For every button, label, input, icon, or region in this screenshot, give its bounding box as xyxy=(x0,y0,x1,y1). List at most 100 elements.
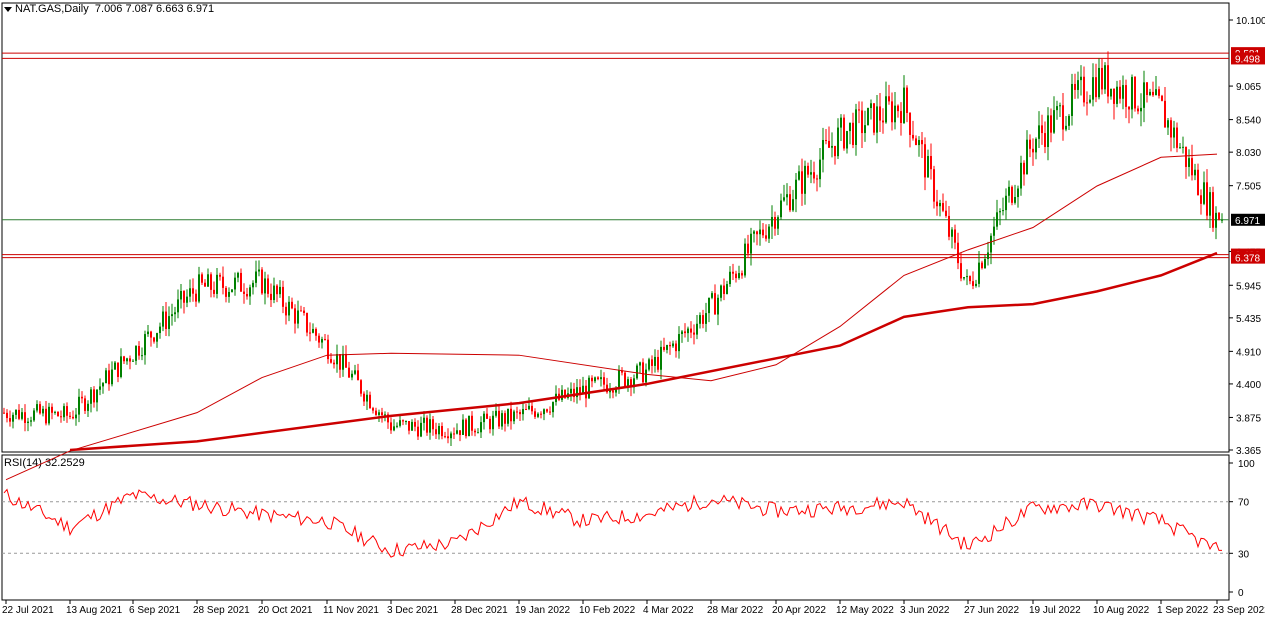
bull-candle xyxy=(1077,71,1079,99)
bear-candle xyxy=(339,353,341,378)
bull-candle xyxy=(555,385,557,406)
bear-candle xyxy=(684,323,686,338)
bear-candle xyxy=(6,409,8,423)
candle-body xyxy=(1098,67,1100,98)
candle-body xyxy=(441,426,443,437)
bear-candle xyxy=(1134,76,1136,112)
bull-candle xyxy=(159,322,161,339)
candle-body xyxy=(966,276,968,278)
bear-candle xyxy=(195,289,197,307)
bear-candle xyxy=(852,112,854,149)
bear-candle xyxy=(948,205,950,241)
candle-body xyxy=(657,356,659,370)
bull-candle xyxy=(1017,185,1019,208)
candle-body xyxy=(513,411,515,422)
candle-body xyxy=(1026,139,1028,175)
bull-candle xyxy=(885,81,887,124)
candle-body xyxy=(837,127,839,157)
candle-body xyxy=(45,408,47,424)
bull-candle xyxy=(420,416,422,438)
candle-body xyxy=(21,412,23,419)
bull-candle xyxy=(1140,93,1142,127)
bull-candle xyxy=(393,419,395,432)
bear-candle xyxy=(1197,163,1199,196)
candle-body xyxy=(927,156,929,178)
candle-body xyxy=(1059,105,1061,107)
bear-candle xyxy=(690,321,692,339)
candle-body xyxy=(330,359,332,363)
moving-average-slow-line xyxy=(69,251,1218,452)
bull-candle xyxy=(105,367,107,384)
candle-body xyxy=(948,215,950,237)
candle-body xyxy=(942,202,944,211)
bull-candle xyxy=(132,359,134,362)
candle-body xyxy=(795,179,797,200)
bear-candle xyxy=(165,301,167,337)
bull-candle xyxy=(1104,62,1106,94)
candle-body xyxy=(24,412,26,423)
candle-body xyxy=(717,297,719,315)
bear-candle xyxy=(51,403,53,420)
candle-body xyxy=(633,378,635,388)
bear-candle xyxy=(18,404,20,421)
bear-candle xyxy=(504,410,506,432)
current-price-label-box xyxy=(1231,213,1265,226)
candle-body xyxy=(939,202,941,207)
candle-body xyxy=(543,409,545,415)
time-tick-label: 20 Oct 2021 xyxy=(258,605,313,616)
bear-candle xyxy=(936,189,938,216)
bull-candle xyxy=(120,348,122,379)
bear-candle xyxy=(747,234,749,257)
bear-candle xyxy=(129,355,131,370)
candle-body xyxy=(954,229,956,243)
bear-candle xyxy=(357,363,359,381)
candle-body xyxy=(600,377,602,380)
candle-body xyxy=(621,370,623,373)
bear-candle xyxy=(291,297,293,310)
candle-body xyxy=(141,355,143,357)
bull-candle xyxy=(978,251,980,288)
bull-candle xyxy=(582,376,584,394)
candle-body xyxy=(378,412,380,415)
bear-candle xyxy=(873,103,875,136)
candle-body xyxy=(753,231,755,234)
candle-body xyxy=(426,417,428,433)
bull-candle xyxy=(354,364,356,376)
bull-candle xyxy=(720,284,722,302)
bull-candle xyxy=(36,400,38,413)
bear-candle xyxy=(525,403,527,411)
bear-candle xyxy=(669,341,671,355)
collapse-triangle-icon[interactable] xyxy=(4,6,12,12)
bull-candle xyxy=(864,110,866,142)
bear-candle xyxy=(549,406,551,416)
candle-body xyxy=(465,419,467,437)
time-tick-label: 6 Sep 2021 xyxy=(129,605,181,616)
bull-candle xyxy=(561,385,563,403)
bear-candle xyxy=(942,193,944,213)
bull-candle xyxy=(1194,163,1196,181)
bear-candle xyxy=(1101,58,1103,95)
bull-candle xyxy=(456,423,458,435)
candle-body xyxy=(702,315,704,324)
candle-body xyxy=(963,277,965,279)
bull-candle xyxy=(987,241,989,266)
candle-body xyxy=(906,87,908,113)
bull-candle xyxy=(837,118,839,159)
bear-candle xyxy=(204,279,206,287)
candle-body xyxy=(60,416,62,418)
bull-candle xyxy=(996,199,998,230)
bull-candle xyxy=(1071,73,1073,126)
bear-candle xyxy=(735,270,737,283)
bear-candle xyxy=(372,406,374,414)
candle-body xyxy=(201,274,203,283)
bear-candle xyxy=(408,420,410,435)
candle-body xyxy=(642,362,644,383)
candle-body xyxy=(417,426,419,437)
candle-body xyxy=(723,285,725,294)
time-tick-label: 11 Nov 2021 xyxy=(323,605,379,616)
bull-candle xyxy=(759,220,761,246)
candle-body xyxy=(528,405,530,410)
bull-candle xyxy=(405,420,407,425)
bull-candle xyxy=(855,103,857,156)
